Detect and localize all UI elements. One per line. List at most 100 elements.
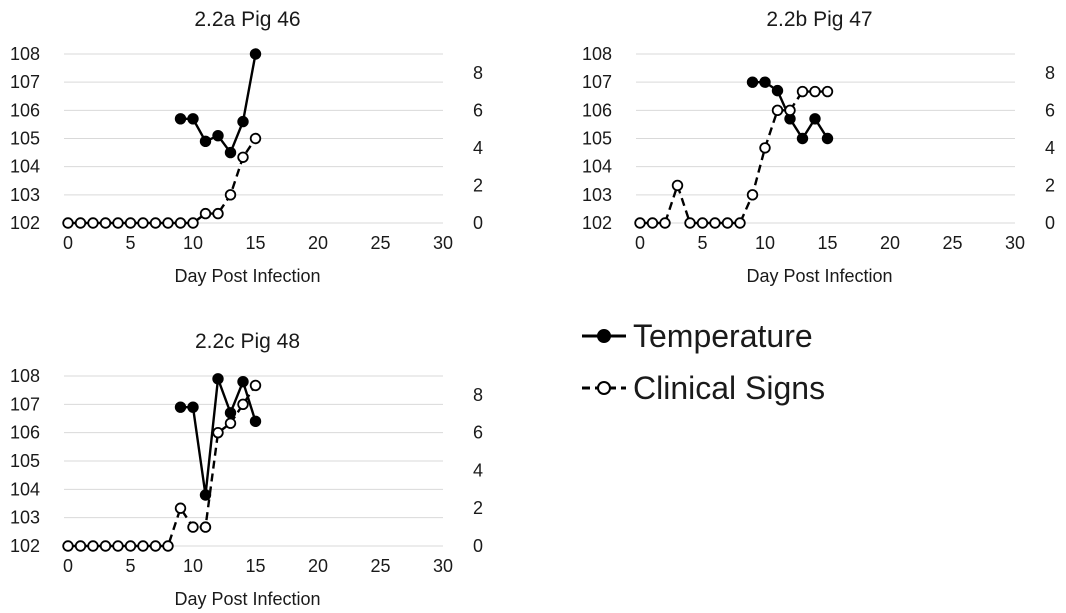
y2-tick-label: 4	[473, 460, 483, 480]
y-tick-label: 107	[10, 394, 40, 414]
chart-title: 2.2a Pig 46	[194, 8, 300, 31]
temperature-point	[212, 129, 224, 142]
temperature-point	[771, 84, 784, 97]
x-tick-label: 30	[433, 556, 453, 576]
clinical-signs-point	[734, 217, 746, 229]
x-tick-label: 5	[697, 233, 707, 253]
legend: Temperature Clinical Signs	[582, 318, 825, 406]
clinical-signs-point	[99, 540, 112, 552]
clinical-signs-point	[199, 207, 212, 220]
clinical-signs-point	[87, 540, 99, 552]
y2-tick-label: 4	[1045, 138, 1055, 158]
x-tick-label: 10	[183, 556, 203, 576]
y2-tick-label: 6	[473, 423, 483, 443]
chart-panel-2: 2.2b Pig 47 102 103 104 105 106 107 108 0 2 4 6 8 0 5 1…	[582, 8, 1055, 286]
clinical-signs-point	[784, 104, 796, 117]
y-tick-label: 108	[582, 44, 612, 64]
legend-temperature-label: Temperature	[633, 318, 813, 354]
clinical-signs-point	[659, 217, 671, 229]
clinical-signs-point	[759, 142, 771, 154]
x-tick-label: 0	[63, 233, 73, 253]
clinical-signs-point	[137, 217, 149, 229]
clinical-signs-point	[721, 217, 734, 229]
legend-entry-clinical-signs: Clinical Signs	[582, 370, 825, 406]
clinical-signs-point	[671, 179, 684, 192]
temperature-point	[187, 401, 199, 413]
x-tick-label: 20	[308, 233, 328, 253]
temperature-point	[174, 401, 187, 413]
y-tick-label: 105	[10, 129, 40, 149]
clinical-signs-point	[112, 540, 124, 552]
clinical-signs-point	[124, 217, 137, 229]
x-tick-label: 20	[308, 556, 328, 576]
y2-tick-label: 2	[1045, 175, 1055, 195]
temperature-point	[796, 132, 809, 145]
clinical-signs-point	[149, 217, 162, 229]
legend-clinical-signs-marker	[597, 381, 611, 395]
clinical-signs-point	[162, 217, 174, 229]
clinical-signs-point	[62, 217, 74, 229]
y-tick-label: 105	[582, 129, 612, 149]
y2-tick-label: 2	[473, 175, 483, 195]
clinical-signs-point	[74, 217, 87, 229]
clinical-signs-point	[112, 217, 124, 229]
y-tick-label: 103	[10, 508, 40, 528]
x-tick-label: 15	[245, 233, 265, 253]
chart-panel-3: 2.2c Pig 48 102 103 104 105 106 107 108 0 2 4 6 8 0 5 1…	[10, 330, 483, 609]
temperature-point	[809, 113, 821, 125]
x-axis-label: Day Post Infection	[746, 266, 892, 286]
x-tick-label: 25	[370, 556, 390, 576]
y2-tick-label: 0	[1045, 213, 1055, 233]
clinical-signs-point	[212, 207, 224, 220]
clinical-signs-point	[684, 217, 696, 229]
temperature-point	[237, 115, 249, 128]
temperature-point	[199, 135, 212, 148]
clinical-signs-point	[224, 189, 237, 201]
x-tick-label: 30	[1005, 233, 1025, 253]
clinical-signs-point	[162, 540, 174, 552]
x-axis-label: Day Post Infection	[174, 589, 320, 609]
chart-title: 2.2c Pig 48	[195, 330, 300, 353]
clinical-signs-line	[68, 137, 257, 225]
temperature-point	[746, 76, 759, 88]
clinical-signs-point	[124, 540, 137, 552]
y-tick-label: 108	[10, 44, 40, 64]
y2-tick-label: 8	[473, 63, 483, 83]
clinical-signs-point	[809, 85, 821, 98]
y2-tick-label: 0	[473, 536, 483, 556]
clinical-signs-point	[634, 217, 646, 229]
y-tick-label: 102	[582, 213, 612, 233]
clinical-signs-point	[174, 502, 187, 514]
clinical-signs-point	[796, 85, 809, 98]
y-tick-label: 102	[10, 536, 40, 556]
clinical-signs-point	[771, 104, 784, 117]
clinical-signs-point	[99, 217, 112, 229]
temperature-point	[237, 375, 249, 388]
clinical-signs-point	[212, 426, 224, 439]
y-tick-label: 107	[582, 72, 612, 92]
y-tick-label: 106	[10, 423, 40, 443]
y-tick-label: 104	[10, 157, 40, 177]
clinical-signs-point	[821, 85, 834, 98]
x-tick-label: 15	[245, 556, 265, 576]
y-tick-label: 103	[582, 185, 612, 205]
clinical-signs-point	[224, 417, 237, 429]
temperature-point	[759, 76, 771, 88]
temperature-point	[199, 489, 212, 501]
x-tick-label: 30	[433, 233, 453, 253]
y2-tick-label: 8	[1045, 63, 1055, 83]
x-tick-label: 0	[635, 233, 645, 253]
x-tick-label: 5	[125, 233, 135, 253]
y2-tick-label: 4	[473, 138, 483, 158]
legend-clinical-signs-label: Clinical Signs	[633, 370, 825, 406]
temperature-point	[249, 48, 262, 60]
clinical-signs-point	[149, 540, 162, 552]
y-tick-label: 108	[10, 366, 40, 386]
y2-tick-label: 0	[473, 213, 483, 233]
clinical-signs-line	[640, 90, 828, 225]
x-tick-label: 25	[370, 233, 390, 253]
chart-title: 2.2b Pig 47	[766, 8, 872, 31]
clinical-signs-point	[709, 217, 721, 229]
temperature-point	[187, 113, 199, 125]
